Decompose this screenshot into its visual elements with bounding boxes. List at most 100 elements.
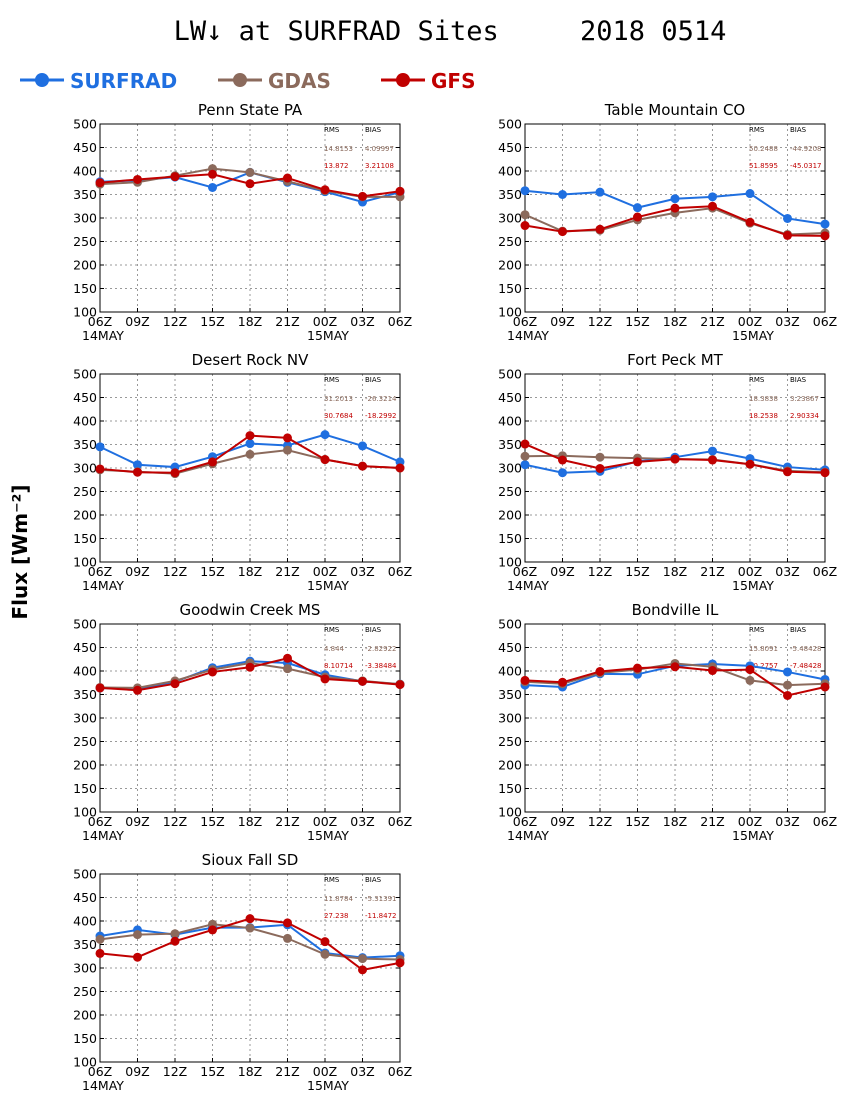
- x-date-label: 15MAY: [307, 328, 349, 343]
- data-point-gfs: [520, 675, 530, 685]
- data-point-gfs: [283, 918, 292, 928]
- data-point-gfs: [520, 221, 530, 231]
- stats-rms-gfs: 8.10714: [324, 662, 353, 670]
- data-point-surfrad: [95, 442, 105, 452]
- y-tick-label: 500: [498, 367, 522, 382]
- x-tick-label: 06Z: [813, 814, 837, 829]
- series-gfs: [520, 662, 830, 700]
- data-point-gfs: [820, 468, 830, 478]
- panel-table-mountain-co: Table Mountain CO 100 150 200 250 300 350 400 45…: [498, 101, 837, 343]
- stats-bias-gfs: -11.8472: [365, 912, 396, 920]
- data-point-gdas: [320, 949, 330, 959]
- data-point-gfs: [358, 965, 367, 975]
- y-tick-label: 400: [73, 164, 97, 179]
- data-point-gfs: [395, 463, 405, 473]
- data-point-gfs: [283, 433, 292, 443]
- x-tick-label: 09Z: [125, 814, 149, 829]
- data-point-gdas: [595, 452, 605, 462]
- data-point-surfrad: [558, 468, 567, 478]
- stats-bias-gdas: 3.23867: [790, 395, 819, 403]
- stats-rms-gfs: 10.2757: [749, 662, 778, 670]
- x-tick-label: 12Z: [588, 314, 612, 329]
- y-tick-label: 400: [73, 664, 97, 679]
- data-point-gfs: [708, 666, 717, 676]
- y-tick-label: 350: [498, 187, 522, 202]
- x-tick-label: 06Z: [813, 314, 837, 329]
- y-tick-label: 400: [498, 164, 522, 179]
- stats-bias-gdas: -2.82922: [365, 645, 396, 653]
- x-tick-label: 03Z: [350, 314, 374, 329]
- data-point-gdas: [95, 934, 105, 944]
- stats-bias-gfs: -3.38484: [365, 662, 397, 670]
- series-gfs: [95, 431, 405, 478]
- legend-item-gdas: GDAS: [218, 69, 331, 93]
- x-tick-label: 18Z: [663, 814, 687, 829]
- series-gfs: [95, 169, 405, 201]
- data-point-surfrad: [595, 187, 605, 197]
- x-tick-label: 18Z: [663, 314, 687, 329]
- y-tick-label: 500: [73, 867, 97, 882]
- data-point-gfs: [670, 203, 680, 213]
- stats-bias-gfs: -45.0317: [790, 162, 821, 170]
- x-tick-label: 06Z: [513, 814, 537, 829]
- data-point-gfs: [208, 667, 217, 677]
- y-tick-label: 500: [498, 117, 522, 132]
- data-point-gfs: [170, 679, 180, 689]
- data-point-gfs: [320, 455, 330, 465]
- x-tick-label: 06Z: [88, 564, 112, 579]
- stats-rms-gdas: 31.2013: [324, 395, 353, 403]
- y-tick-label: 450: [498, 390, 522, 405]
- x-tick-label: 00Z: [738, 564, 762, 579]
- data-point-gfs: [245, 662, 255, 672]
- y-tick-label: 200: [73, 258, 97, 273]
- x-date-label: 15MAY: [732, 328, 774, 343]
- y-tick-label: 150: [73, 281, 97, 296]
- stats-bias-gdas: 4.09997: [365, 145, 394, 153]
- data-point-gdas: [170, 929, 180, 939]
- data-point-surfrad: [245, 439, 255, 449]
- x-tick-label: 15Z: [625, 564, 649, 579]
- stats-header-bias: BIAS: [365, 126, 382, 134]
- x-date-label: 14MAY: [82, 1078, 124, 1093]
- series-gfs: [95, 653, 405, 695]
- x-tick-label: 15Z: [200, 1064, 224, 1079]
- y-tick-label: 150: [498, 531, 522, 546]
- data-point-gfs: [358, 676, 367, 686]
- stats-header-rms: RMS: [324, 876, 340, 884]
- data-point-gfs: [170, 468, 180, 478]
- data-point-gfs: [820, 231, 830, 241]
- panel-title: Goodwin Creek MS: [180, 601, 321, 619]
- y-tick-label: 450: [498, 640, 522, 655]
- x-tick-label: 03Z: [350, 564, 374, 579]
- data-point-gfs: [783, 467, 792, 477]
- data-point-gfs: [320, 937, 330, 947]
- data-point-gdas: [520, 451, 530, 461]
- x-tick-label: 09Z: [550, 814, 574, 829]
- x-tick-label: 18Z: [663, 564, 687, 579]
- y-tick-label: 250: [498, 484, 522, 499]
- stats-rms-gfs: 13.872: [324, 162, 349, 170]
- y-tick-label: 250: [73, 484, 97, 499]
- x-date-label: 14MAY: [507, 578, 549, 593]
- data-point-gdas: [283, 933, 292, 943]
- x-tick-label: 12Z: [588, 814, 612, 829]
- stats-header-rms: RMS: [324, 626, 340, 634]
- data-point-gdas: [358, 954, 367, 964]
- y-tick-label: 350: [73, 187, 97, 202]
- legend-marker-surfrad: [35, 73, 49, 87]
- y-tick-label: 250: [73, 234, 97, 249]
- series-gfs: [520, 201, 830, 241]
- series-gfs: [520, 439, 830, 478]
- legend-item-surfrad: SURFRAD: [20, 69, 177, 93]
- figure-title: LW↓ at SURFRAD Sites 2018 0514: [174, 16, 727, 47]
- x-tick-label: 06Z: [88, 1064, 112, 1079]
- x-tick-label: 18Z: [238, 1064, 262, 1079]
- y-tick-label: 350: [73, 437, 97, 452]
- data-point-gfs: [783, 230, 792, 240]
- stats-rms-gdas: 18.3838: [749, 395, 778, 403]
- stats-bias-gdas: -5.48428: [790, 645, 821, 653]
- data-point-surfrad: [358, 441, 367, 451]
- stats-rms-gdas: 11.8784: [324, 895, 353, 903]
- data-point-gfs: [358, 191, 367, 201]
